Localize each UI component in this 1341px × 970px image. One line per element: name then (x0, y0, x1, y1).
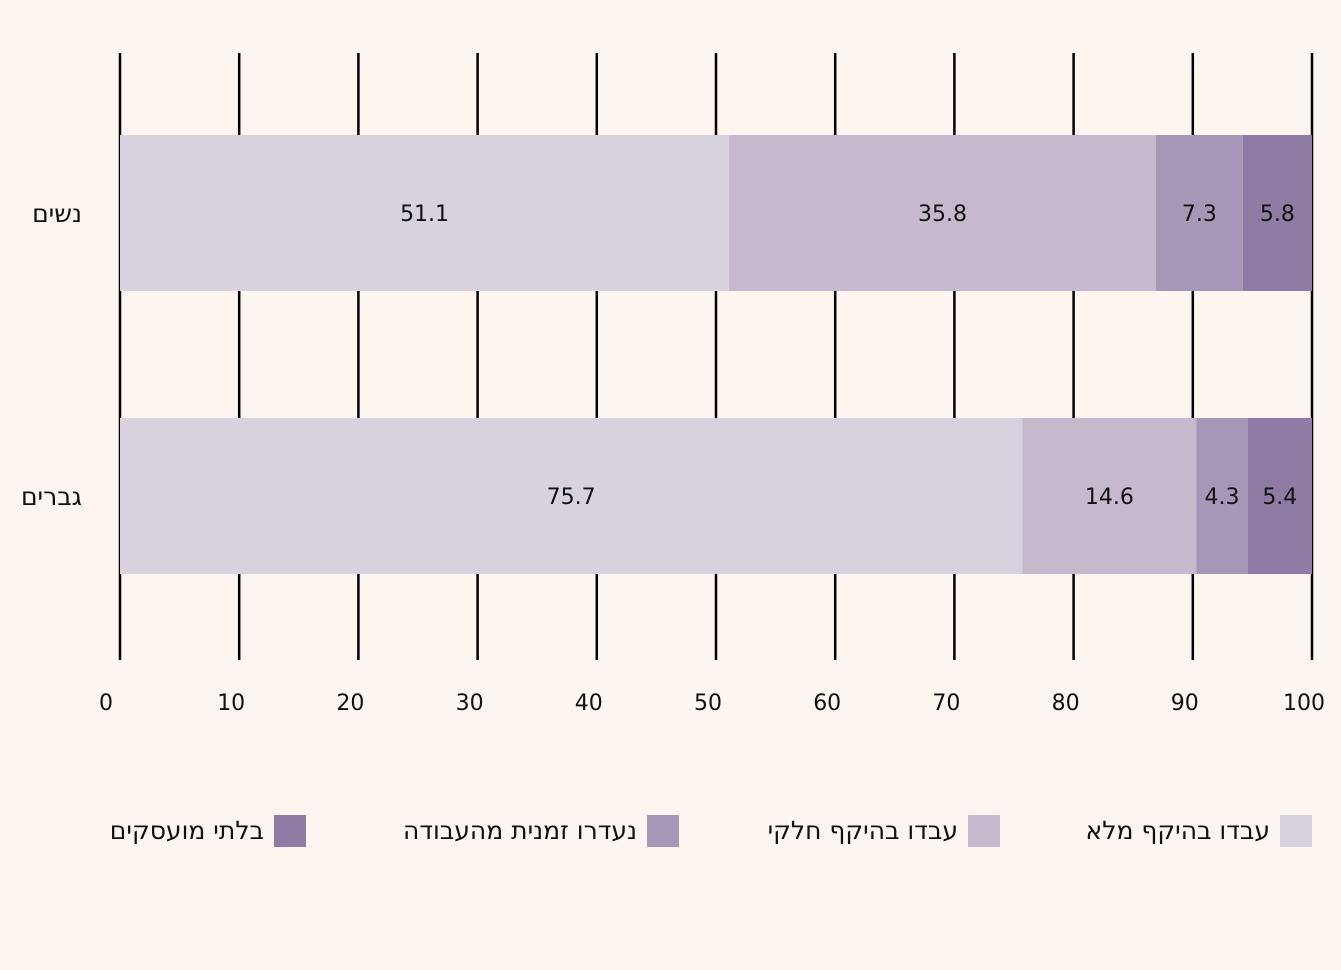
legend-label-2: נעדרו זמנית מהעבודה (403, 816, 637, 845)
bar-segment-0-3 (1242, 135, 1312, 291)
legend-swatch-3 (274, 815, 306, 847)
data-label-1-2: 4.3 (1205, 485, 1240, 510)
data-label-0-1: 35.8 (918, 202, 967, 227)
x-tick-label-60: 60 (813, 691, 841, 716)
bar-segment-1-1 (1022, 418, 1197, 574)
x-tick-label-80: 80 (1052, 691, 1080, 716)
x-tick-label-20: 20 (336, 691, 364, 716)
bar-segment-0-1 (729, 135, 1156, 291)
x-tick-label-40: 40 (575, 691, 603, 716)
bars: 51.1 35.8 7.3 5.8 75.7 14.6 4.3 5.4 (120, 135, 1312, 574)
data-label-1-0: 75.7 (547, 485, 596, 510)
bar-segment-1-0 (120, 418, 1023, 574)
legend-label-1: עבדו בהיקף חלקי (768, 816, 958, 845)
category-label-1: גברים (21, 482, 82, 511)
x-tick-label-30: 30 (456, 691, 484, 716)
legend-label-0: עבדו בהיקף מלא (1086, 816, 1270, 845)
x-tick-label-0: 0 (99, 691, 113, 716)
data-label-1-3: 5.4 (1262, 485, 1297, 510)
legend-swatch-0 (1280, 815, 1312, 847)
legend: עבדו בהיקף מלא עבדו בהיקף חלקי נעדרו זמנית… (110, 815, 1312, 847)
bar-segment-1-2 (1196, 418, 1248, 574)
data-label-0-0: 51.1 (400, 202, 449, 227)
legend-swatch-1 (968, 815, 1000, 847)
data-label-1-1: 14.6 (1085, 485, 1134, 510)
category-label-0: נשים (32, 199, 82, 228)
x-tick-label-10: 10 (217, 691, 245, 716)
x-tick-label-50: 50 (694, 691, 722, 716)
data-label-0-2: 7.3 (1182, 202, 1217, 227)
legend-label-3: בלתי מועסקים (110, 816, 264, 845)
x-tick-label-90: 90 (1171, 691, 1199, 716)
category-labels: נשים גברים (21, 199, 82, 511)
data-label-0-3: 5.8 (1260, 202, 1295, 227)
legend-swatch-2 (647, 815, 679, 847)
x-tick-label-70: 70 (932, 691, 960, 716)
x-tick-label-100: 100 (1283, 691, 1325, 716)
bar-segment-0-0 (120, 135, 730, 291)
bar-segment-0-2 (1155, 135, 1243, 291)
x-axis-tick-labels: 0 10 20 30 40 50 60 70 80 90 100 (99, 691, 1325, 716)
bar-segment-1-3 (1247, 418, 1312, 574)
